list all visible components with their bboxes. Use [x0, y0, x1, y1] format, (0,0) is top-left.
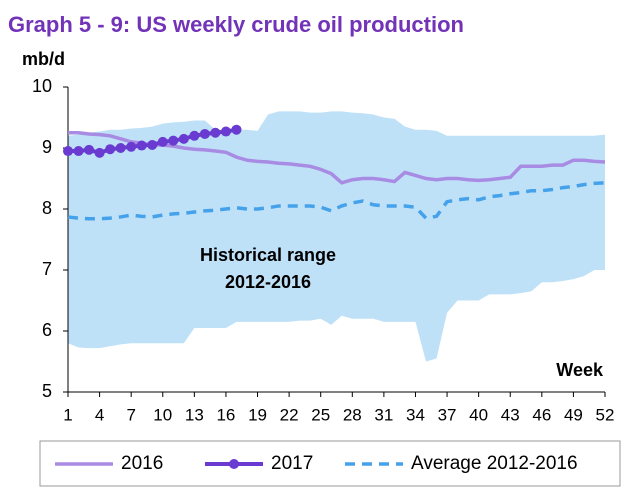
plot-area: 5 6 7 8 9 10 1 4 7 10 13 16 19 22 25 28 31 34 37 40 43 46 49 52: [32, 76, 614, 425]
x-tick-label: 4: [95, 405, 104, 424]
annotation: 2012-2016: [225, 272, 311, 292]
x-axis-label: Week: [556, 360, 604, 380]
legend-label: 2016: [121, 453, 163, 474]
x-tick-label: 37: [438, 405, 457, 424]
y-tick-label: 10: [32, 76, 52, 96]
annotation: Historical range: [200, 245, 336, 265]
point: [189, 130, 200, 141]
x-tick-label: 31: [374, 405, 393, 424]
legend-box: [39, 440, 621, 487]
point: [147, 139, 158, 150]
x-tick-label: 1: [63, 405, 72, 424]
point: [126, 141, 137, 152]
point: [94, 147, 105, 158]
y-tick-label: 5: [42, 381, 52, 401]
range-lower: [68, 270, 605, 392]
y-tick-label: 8: [42, 198, 52, 218]
x-tick-label: 28: [343, 405, 362, 424]
x-tick-label: 16: [216, 405, 235, 424]
point: [63, 146, 73, 157]
x-tick-label: 46: [532, 405, 551, 424]
x-tick-label: 34: [406, 405, 425, 424]
x-tick-label: 49: [564, 405, 583, 424]
point: [199, 128, 210, 139]
y-axis-label: mb/d: [22, 49, 65, 69]
chart-title: Graph 5 - 9: US weekly crude oil product…: [8, 12, 464, 37]
x-tick-label: 22: [280, 405, 299, 424]
point: [84, 144, 95, 155]
y-tick-label: 7: [42, 259, 52, 279]
point: [210, 127, 221, 138]
point: [220, 126, 231, 137]
point: [105, 144, 116, 155]
x-tick-label: 43: [501, 405, 520, 424]
x-tick-label: 13: [185, 405, 204, 424]
point: [168, 135, 179, 146]
y-tick-label: 6: [42, 320, 52, 340]
x-tick-label: 10: [153, 405, 172, 424]
point: [231, 124, 242, 135]
legend-label: Average 2012-2016: [411, 453, 578, 474]
point: [115, 143, 126, 153]
x-tick-label: 52: [596, 405, 615, 424]
legend-label: 2017: [271, 453, 313, 474]
legend-marker: [229, 459, 239, 469]
x-tick-label: 40: [469, 405, 488, 424]
point: [136, 140, 147, 151]
x-tick-label: 7: [126, 405, 135, 424]
x-tick-label: 19: [248, 405, 267, 424]
point: [73, 146, 84, 157]
legend: 2016 2017 Average 2012-2016: [55, 453, 578, 474]
y-tick-label: 9: [42, 137, 52, 157]
point: [178, 133, 189, 144]
x-tick-label: 25: [311, 405, 330, 424]
point: [157, 136, 168, 147]
series-line: [67, 181, 606, 221]
